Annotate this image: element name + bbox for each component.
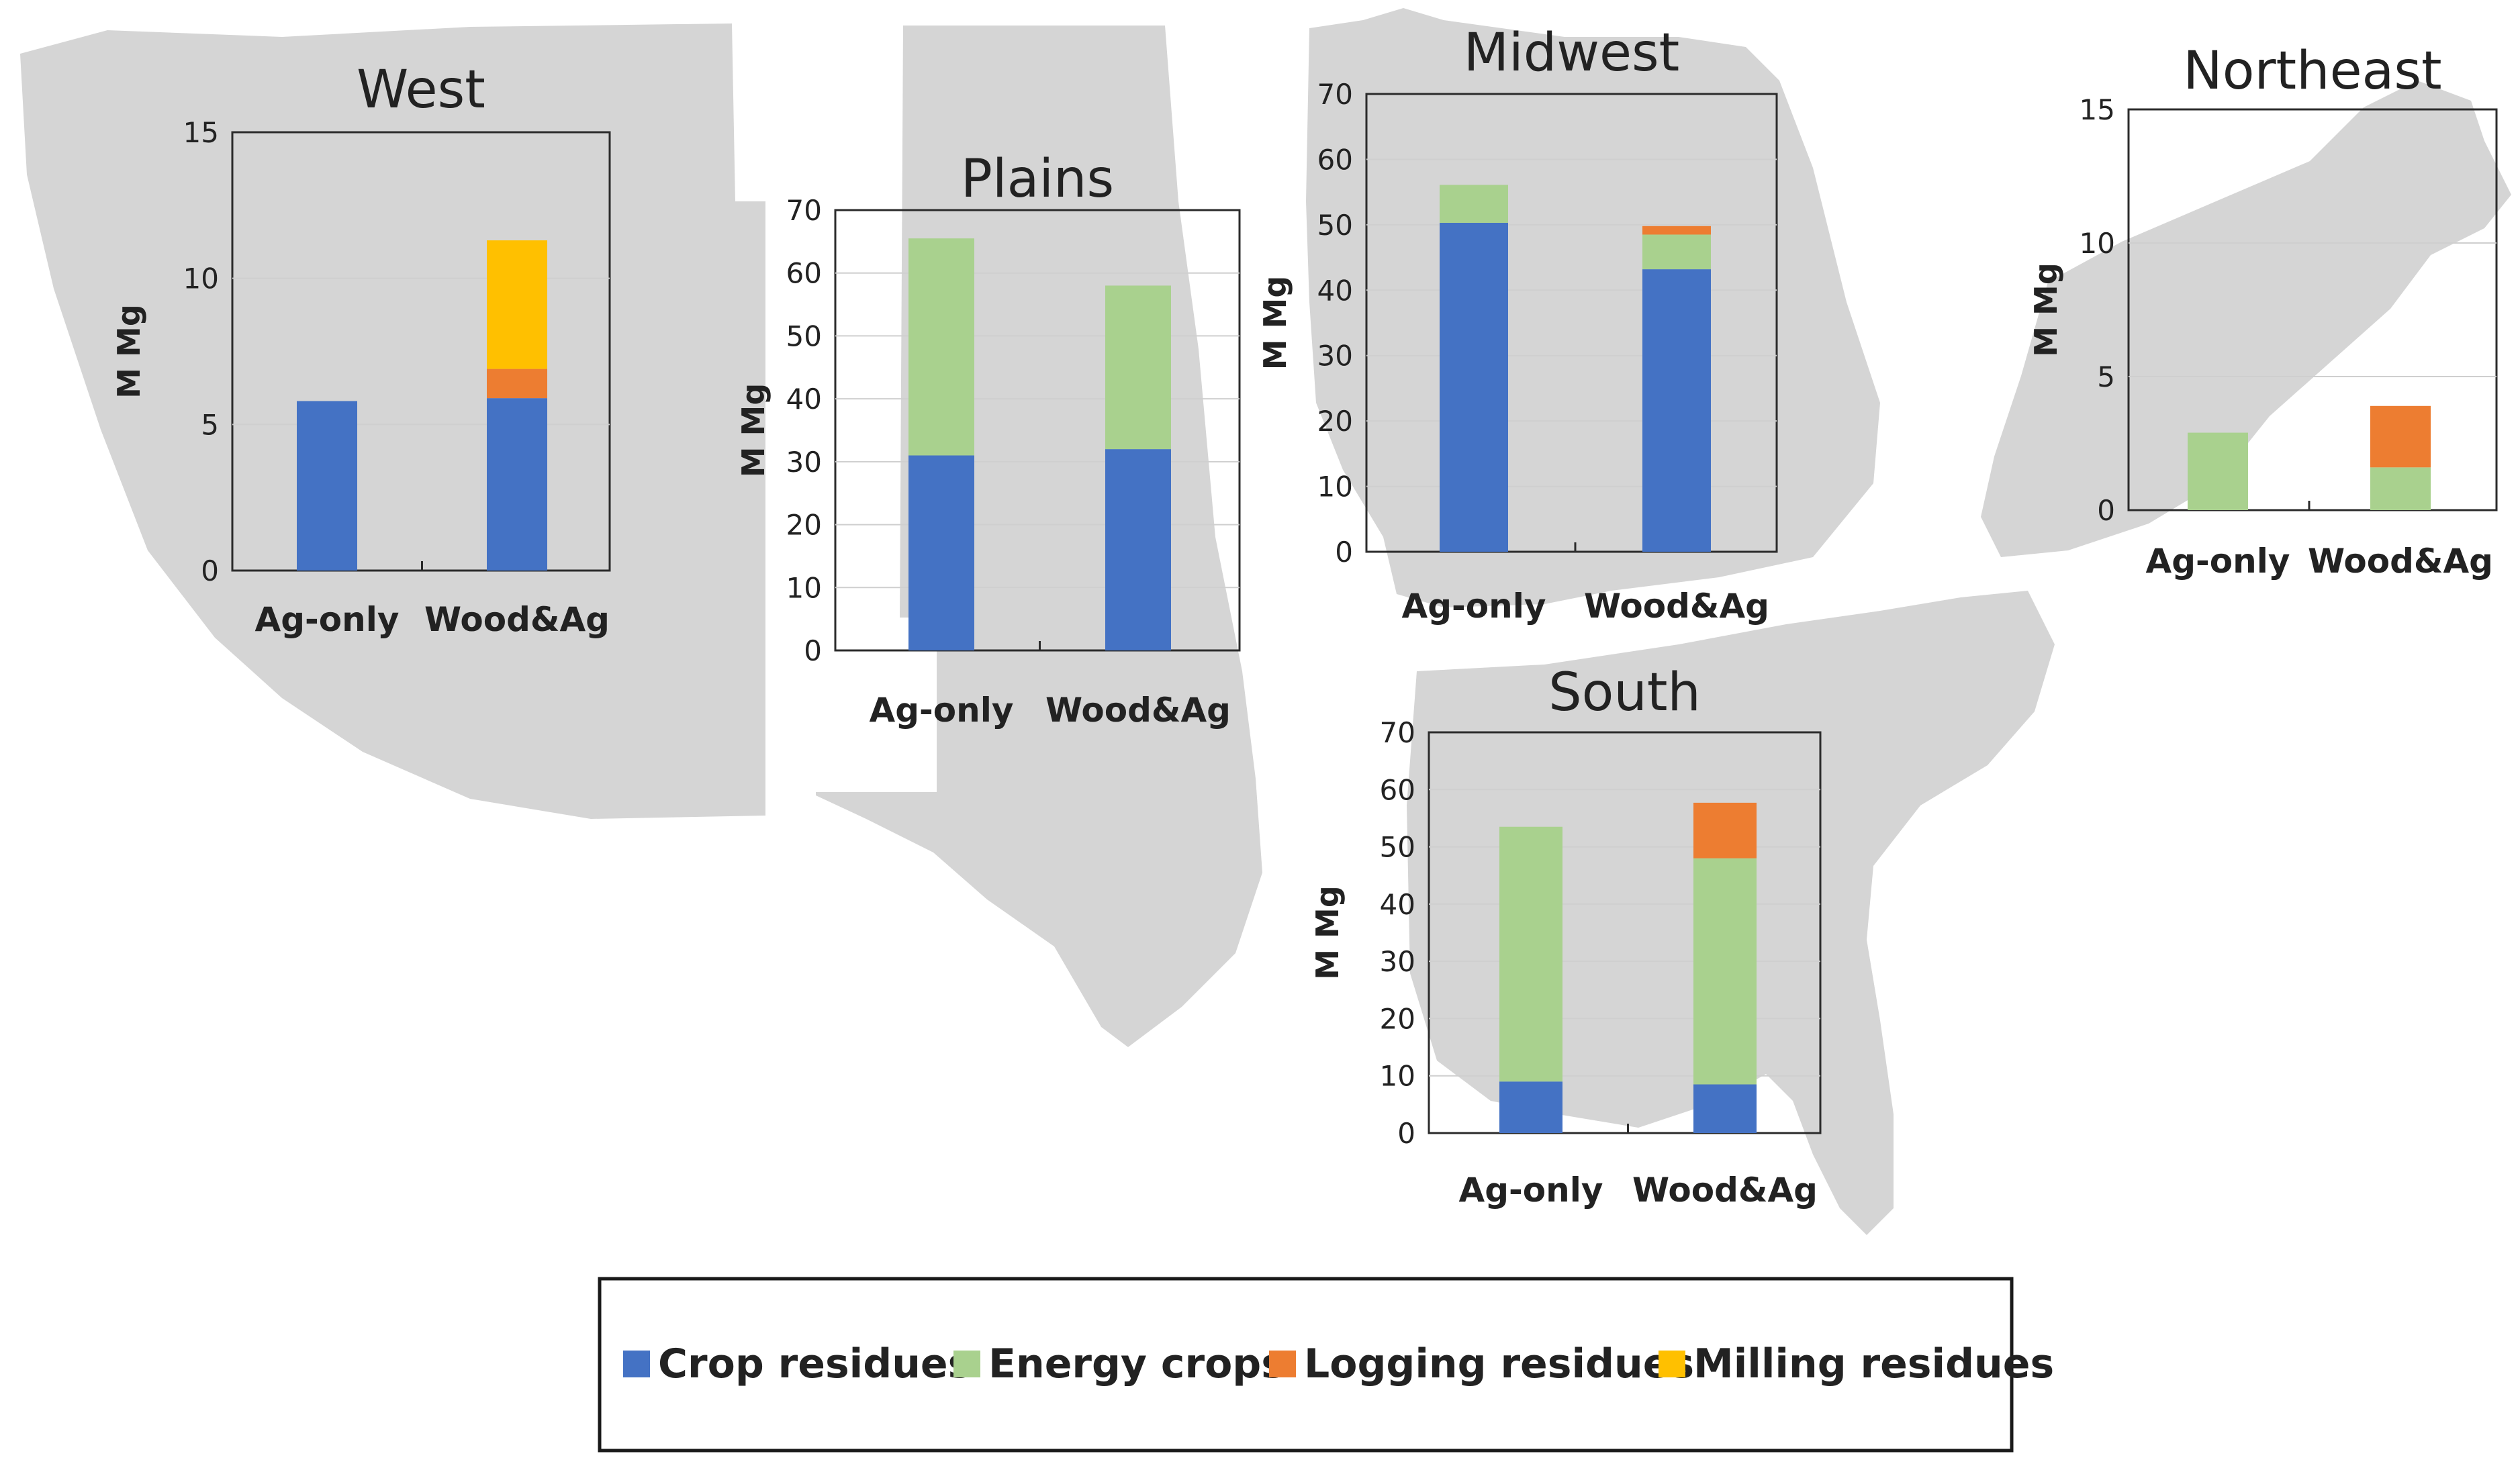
y-tick-label: 30: [786, 446, 822, 479]
y-tick-label: 0: [1335, 536, 1353, 569]
bar-wood-ag-crop-residues: [1642, 269, 1711, 552]
bar-wood-ag-logging-residues: [1642, 226, 1711, 235]
x-category-label: Ag-only: [2146, 542, 2290, 581]
y-tick-label: 50: [1380, 831, 1415, 864]
x-category-label: Wood&Ag: [2308, 542, 2493, 581]
y-tick-label: 5: [2097, 360, 2115, 393]
bar-wood-ag-logging-residues: [487, 369, 547, 399]
y-axis-label: M Mg: [735, 383, 772, 478]
y-axis-label: M Mg: [1309, 885, 1346, 980]
y-tick-label: 0: [2097, 494, 2115, 527]
y-tick-label: 0: [201, 554, 219, 587]
bar-wood-ag-logging-residues: [1693, 802, 1757, 859]
bar-wood-ag-energy-crops: [1693, 858, 1757, 1085]
y-tick-label: 0: [804, 634, 822, 667]
bar-wood-ag-energy-crops: [1642, 234, 1711, 270]
legend-label-energy-crops: Energy crops: [988, 1340, 1285, 1387]
plot-area-frame: [1365, 93, 1778, 553]
plot-area-frame: [2127, 108, 2498, 511]
x-category-label: Wood&Ag: [1045, 691, 1231, 730]
bar-ag-only-crop-residues: [297, 401, 357, 571]
y-tick-label: 40: [786, 383, 822, 415]
legend-swatch-energy-crops: [953, 1351, 980, 1377]
y-tick-label: 50: [1317, 209, 1353, 242]
x-category-label: Wood&Ag: [1632, 1171, 1818, 1210]
legend-swatch-logging-residues: [1269, 1351, 1296, 1377]
y-tick-label: 5: [201, 408, 219, 441]
chart-title: Midwest: [1464, 23, 1679, 83]
legend-label-crop-residues: Crop residues: [658, 1340, 972, 1387]
y-tick-label: 10: [2080, 227, 2115, 260]
x-category-label: Wood&Ag: [424, 600, 610, 639]
bar-ag-only-crop-residues: [1440, 222, 1508, 552]
y-tick-label: 40: [1380, 888, 1415, 921]
bar-wood-ag-energy-crops: [2370, 467, 2431, 510]
y-tick-label: 15: [2080, 93, 2115, 126]
bar-wood-ag-logging-residues: [2370, 405, 2431, 468]
y-tick-label: 20: [1317, 405, 1353, 438]
map-northeast-region: [1981, 81, 2511, 557]
y-axis-label: M Mg: [111, 304, 147, 399]
map-midwest-region: [1306, 8, 1880, 607]
legend-swatch-milling-residues: [1659, 1351, 1685, 1377]
y-tick-label: 60: [1380, 773, 1415, 806]
chart-title: Northeast: [2183, 41, 2441, 101]
chart-plains: 0 10 20 30 40 50 60 70 Ag-only Wood&Ag Plains M Mg: [735, 149, 1241, 730]
y-tick-label: 10: [786, 571, 822, 604]
bar-wood-ag-crop-residues: [1693, 1084, 1757, 1133]
y-tick-label: 10: [1317, 471, 1353, 503]
y-tick-label: 20: [1380, 1002, 1415, 1035]
y-tick-label: 60: [786, 257, 822, 290]
chart-northeast: 0 5 10 15 Ag-only Wood&Ag Northeast M Mg: [2028, 41, 2498, 581]
bar-wood-ag-milling-residues: [487, 240, 547, 369]
y-tick-label: 70: [1380, 716, 1415, 749]
plot-area-frame: [1428, 731, 1822, 1134]
bar-ag-only-energy-crops: [1499, 826, 1562, 1082]
bar-ag-only-crop-residues: [1499, 1081, 1562, 1133]
legend: Crop residues Energy crops Logging resid…: [598, 1277, 2054, 1453]
x-category-label: Wood&Ag: [1584, 587, 1769, 626]
chart-title: West: [357, 60, 485, 120]
y-tick-label: 10: [183, 262, 219, 295]
legend-box: [598, 1277, 2014, 1453]
bar-ag-only-energy-crops: [2188, 432, 2248, 510]
y-axis-label: M Mg: [2028, 262, 2064, 357]
legend-swatch-crop-residues: [623, 1351, 650, 1377]
y-tick-label: 10: [1380, 1060, 1415, 1093]
x-category-label: Ag-only: [870, 691, 1014, 730]
y-tick-label: 50: [786, 320, 822, 352]
legend-label-milling-residues: Milling residues: [1693, 1340, 2054, 1387]
chart-west: 0 5 10 15 Ag-only Wood&Ag West M Mg: [111, 60, 611, 639]
chart-south: 0 10 20 30 40 50 60 70 Ag-only Wood&Ag South M Mg: [1309, 663, 1822, 1210]
x-category-label: Ag-only: [1459, 1171, 1603, 1210]
map-west-region: [20, 23, 765, 819]
bar-ag-only-energy-crops: [1440, 185, 1508, 223]
y-tick-label: 15: [183, 116, 219, 149]
bar-ag-only-crop-residues: [908, 455, 974, 650]
y-tick-label: 30: [1380, 945, 1415, 978]
y-tick-label: 70: [786, 194, 822, 227]
y-tick-label: 60: [1317, 143, 1353, 176]
bar-wood-ag-crop-residues: [487, 398, 547, 571]
legend-label-logging-residues: Logging residues: [1304, 1340, 1694, 1387]
chart-title: South: [1548, 663, 1701, 723]
bar-wood-ag-crop-residues: [1105, 449, 1171, 650]
y-tick-label: 0: [1397, 1117, 1415, 1150]
chart-midwest: 0 10 20 30 40 50 60 70 Ag-only Wood&Ag Midwest M Mg: [1257, 23, 1778, 626]
y-axis-label: M Mg: [1257, 276, 1293, 371]
x-category-label: Ag-only: [255, 600, 400, 639]
bar-wood-ag-energy-crops: [1105, 285, 1171, 450]
y-tick-label: 40: [1317, 274, 1353, 307]
plot-area-frame: [834, 209, 1241, 652]
bar-ag-only-energy-crops: [908, 238, 974, 456]
x-category-label: Ag-only: [1402, 587, 1546, 626]
chart-title: Plains: [961, 149, 1114, 209]
y-tick-label: 20: [786, 509, 822, 542]
y-tick-label: 30: [1317, 340, 1353, 373]
y-tick-label: 70: [1317, 78, 1353, 111]
